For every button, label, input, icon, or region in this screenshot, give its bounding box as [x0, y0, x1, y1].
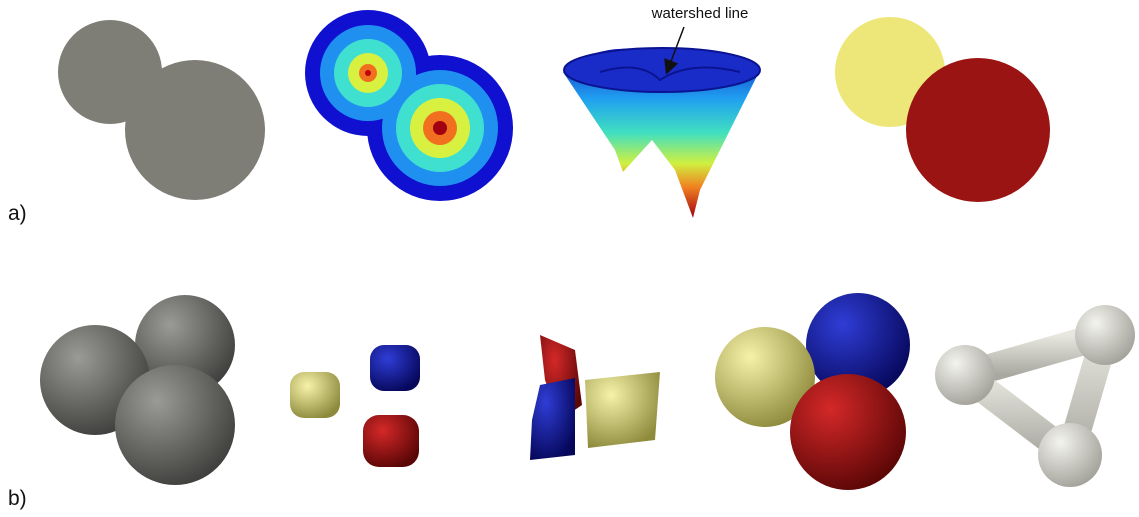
binary-image — [58, 20, 265, 200]
watershed-surface — [563, 47, 761, 218]
gray-particles — [40, 295, 235, 485]
annotation: watershed line — [651, 5, 749, 22]
markers — [290, 345, 420, 467]
slices — [530, 335, 660, 460]
labeled-image — [835, 17, 1050, 202]
panel-label: a) — [8, 202, 27, 225]
annotation-arrow — [664, 26, 685, 75]
distance-map — [305, 10, 513, 201]
labeled-particles — [715, 293, 910, 490]
pore-network — [935, 305, 1135, 487]
panel-label: b) — [8, 487, 27, 510]
